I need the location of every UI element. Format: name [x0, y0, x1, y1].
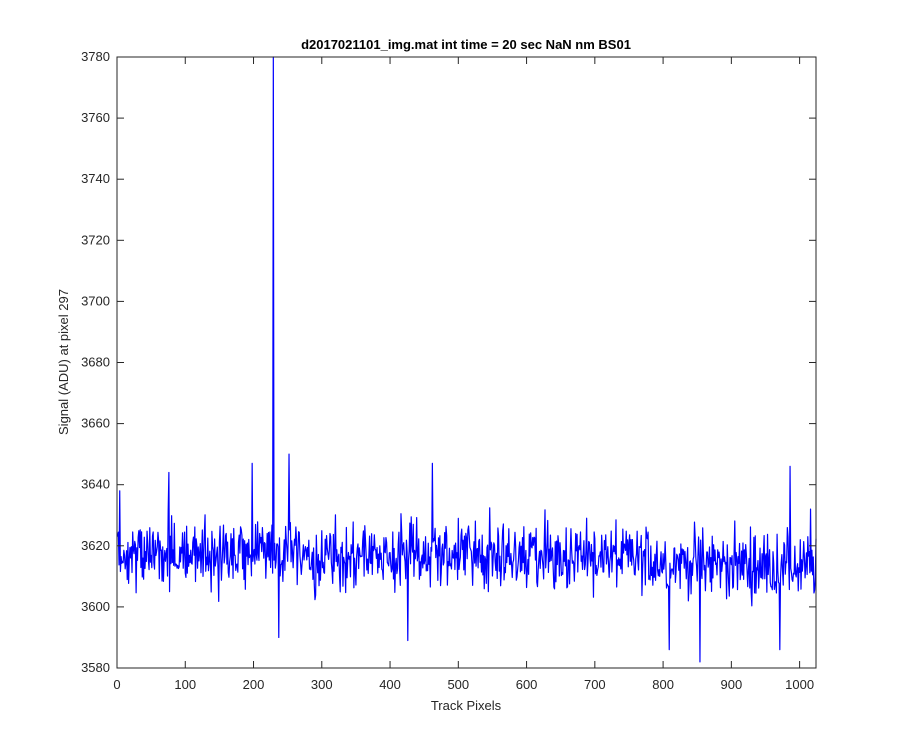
y-tick-label: 3700	[81, 293, 110, 308]
x-tick-label: 300	[311, 677, 333, 692]
x-axis-label: Track Pixels	[431, 698, 502, 713]
chart-title: d2017021101_img.mat int time = 20 sec Na…	[301, 37, 631, 52]
y-tick-label: 3640	[81, 477, 110, 492]
x-tick-label: 600	[516, 677, 538, 692]
x-tick-label: 200	[243, 677, 265, 692]
y-tick-label: 3720	[81, 232, 110, 247]
x-tick-label: 800	[652, 677, 674, 692]
series-layer	[117, 56, 817, 663]
y-tick-label: 3580	[81, 660, 110, 675]
y-tick-label: 3740	[81, 171, 110, 186]
x-tick-label: 100	[174, 677, 196, 692]
x-tick-label: 900	[721, 677, 743, 692]
y-tick-label: 3660	[81, 416, 110, 431]
signal-series-line	[117, 56, 817, 663]
y-ticks: 3580 3600 3620 3640 3660 3680 3700 3720 3740 3760…	[81, 49, 816, 675]
y-tick-label: 3780	[81, 49, 110, 64]
y-tick-label: 3680	[81, 355, 110, 370]
x-ticks: 0 100 200 300 400 500 600 700 800 900 1000	[113, 57, 814, 692]
y-tick-label: 3600	[81, 599, 110, 614]
x-tick-label: 400	[379, 677, 401, 692]
y-axis-label: Signal (ADU) at pixel 297	[56, 289, 71, 435]
x-tick-label: 1000	[785, 677, 814, 692]
x-tick-label: 0	[113, 677, 120, 692]
x-tick-label: 500	[447, 677, 469, 692]
y-tick-label: 3620	[81, 538, 110, 553]
y-tick-label: 3760	[81, 110, 110, 125]
x-tick-label: 700	[584, 677, 606, 692]
